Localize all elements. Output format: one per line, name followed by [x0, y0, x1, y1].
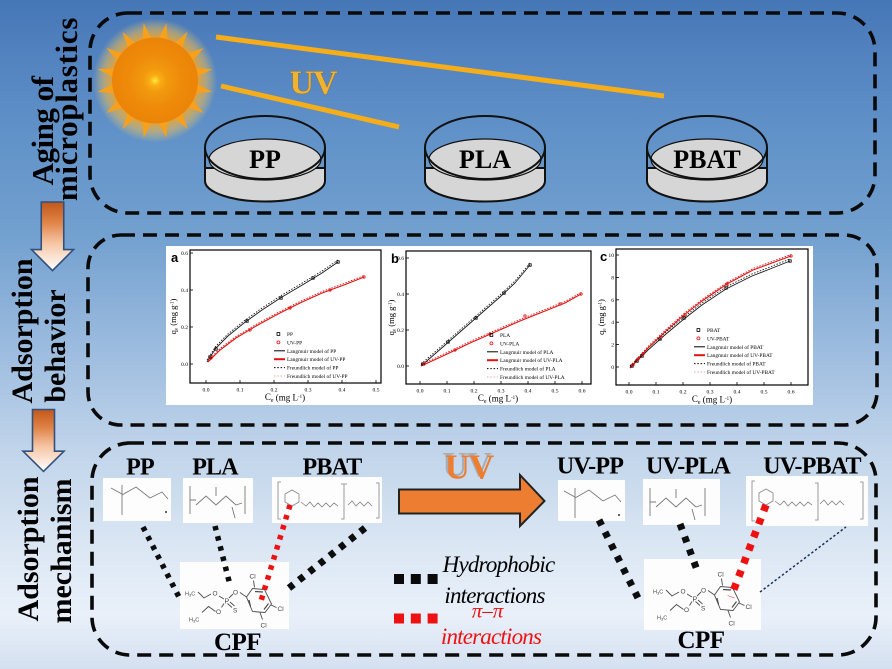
svg-text:UV: UV — [445, 448, 494, 487]
svg-text:Freundlich model of PP: Freundlich model of PP — [287, 365, 338, 372]
svg-text:Langmuir model of PLA: Langmuir model of PLA — [500, 349, 554, 356]
svg-text:Freundlich model of PBAT: Freundlich model of PBAT — [707, 361, 766, 368]
svg-text:0.0: 0.0 — [181, 362, 188, 368]
svg-text:qe (mg g-1): qe (mg g-1) — [386, 299, 398, 335]
svg-text:qe (mg g-1): qe (mg g-1) — [168, 298, 180, 334]
svg-text:0.0: 0.0 — [417, 389, 424, 395]
svg-text:UV-PP: UV-PP — [287, 340, 302, 346]
svg-text:0.4: 0.4 — [525, 389, 532, 395]
svg-text:PP: PP — [287, 332, 293, 338]
svg-text:0.5: 0.5 — [552, 389, 559, 395]
svg-text:O: O — [684, 607, 689, 614]
svg-text:0.2: 0.2 — [271, 388, 278, 394]
svg-text:0.4: 0.4 — [397, 292, 404, 298]
svg-text:Cl: Cl — [729, 621, 736, 628]
svg-text:P: P — [693, 597, 698, 604]
svg-text:S: S — [701, 606, 706, 613]
svg-text:0.6: 0.6 — [181, 251, 188, 257]
svg-text:0.6: 0.6 — [788, 390, 795, 396]
svg-text:S: S — [233, 608, 238, 615]
svg-text:Langmuir model of UV-PBAT: Langmuir model of UV-PBAT — [707, 352, 773, 359]
svg-text:0.1: 0.1 — [444, 389, 451, 395]
svg-text:Ce (mg L-1): Ce (mg L-1) — [692, 394, 732, 406]
svg-text:0.4: 0.4 — [339, 388, 346, 394]
svg-text:Langmuir model of PBAT: Langmuir model of PBAT — [707, 344, 764, 351]
svg-text:Langmuir model of UV-PP: Langmuir model of UV-PP — [287, 356, 345, 363]
svg-text:0.5: 0.5 — [761, 390, 768, 396]
svg-text:4: 4 — [611, 320, 614, 326]
svg-text:0.2: 0.2 — [680, 390, 687, 396]
svg-text:Langmuir model of UV-PLA: Langmuir model of UV-PLA — [500, 357, 563, 364]
svg-text:qe (mg g-1): qe (mg g-1) — [596, 299, 608, 335]
svg-text:0.1: 0.1 — [653, 390, 660, 396]
svg-text:0.6: 0.6 — [397, 256, 404, 262]
svg-text:b: b — [391, 251, 399, 266]
svg-text:O: O — [701, 588, 706, 595]
svg-text:Cl: Cl — [718, 572, 725, 579]
svg-text:Freundlich model of PLA: Freundlich model of PLA — [500, 366, 556, 373]
svg-text:0.4: 0.4 — [181, 288, 188, 294]
svg-text:Freundlich model of UV-PP: Freundlich model of UV-PP — [287, 373, 347, 380]
svg-text:a: a — [171, 250, 179, 265]
svg-text:0.3: 0.3 — [305, 388, 312, 394]
svg-text:Ce (mg L-1): Ce (mg L-1) — [478, 393, 518, 405]
svg-text:0.5: 0.5 — [373, 388, 380, 394]
svg-text:PLA: PLA — [500, 333, 510, 339]
svg-text:0.6: 0.6 — [579, 389, 586, 395]
svg-text:Langmuir model of PP: Langmuir model of PP — [287, 348, 336, 355]
svg-text:2: 2 — [611, 343, 614, 349]
svg-text:0: 0 — [611, 365, 614, 371]
svg-text:Freundlich model of UV-PLA: Freundlich model of UV-PLA — [500, 374, 565, 381]
svg-text:UV-PLA: UV-PLA — [500, 341, 519, 347]
svg-text:0.2: 0.2 — [181, 325, 188, 331]
svg-text:H3C: H3C — [657, 616, 667, 622]
svg-text:UV: UV — [442, 445, 491, 484]
svg-text:0.2: 0.2 — [471, 389, 478, 395]
svg-text:H3C: H3C — [653, 590, 663, 596]
svg-text:UV-PBAT: UV-PBAT — [707, 336, 730, 342]
svg-text:P: P — [225, 599, 230, 606]
svg-text:PBAT: PBAT — [707, 328, 721, 334]
svg-text:0.0: 0.0 — [397, 364, 404, 370]
svg-text:Cl: Cl — [250, 574, 257, 581]
svg-text:Freundlich model of UV-PBAT: Freundlich model of UV-PBAT — [707, 369, 775, 376]
svg-text:O: O — [213, 591, 218, 598]
svg-text:0.4: 0.4 — [734, 390, 741, 396]
svg-text:Ce (mg L-1): Ce (mg L-1) — [265, 392, 305, 404]
svg-text:Cl: Cl — [261, 623, 268, 630]
svg-text:0.0: 0.0 — [203, 388, 210, 394]
svg-text:O: O — [233, 590, 238, 597]
svg-text:6: 6 — [611, 298, 614, 304]
svg-text:Cl: Cl — [278, 606, 285, 613]
svg-text:c: c — [600, 249, 607, 264]
svg-text:O: O — [216, 609, 221, 616]
svg-text:0.3: 0.3 — [498, 389, 505, 395]
svg-text:0.2: 0.2 — [397, 328, 404, 334]
svg-text:H3C: H3C — [185, 592, 195, 598]
svg-text:UV: UV — [289, 65, 338, 102]
svg-text:10: 10 — [608, 253, 614, 259]
svg-text:8: 8 — [611, 275, 614, 281]
svg-text:H3C: H3C — [189, 618, 199, 624]
svg-text:0.3: 0.3 — [707, 390, 714, 396]
svg-text:O: O — [681, 589, 686, 596]
svg-text:0.0: 0.0 — [626, 390, 633, 396]
svg-text:0.1: 0.1 — [237, 388, 244, 394]
svg-text:Cl: Cl — [746, 604, 753, 611]
